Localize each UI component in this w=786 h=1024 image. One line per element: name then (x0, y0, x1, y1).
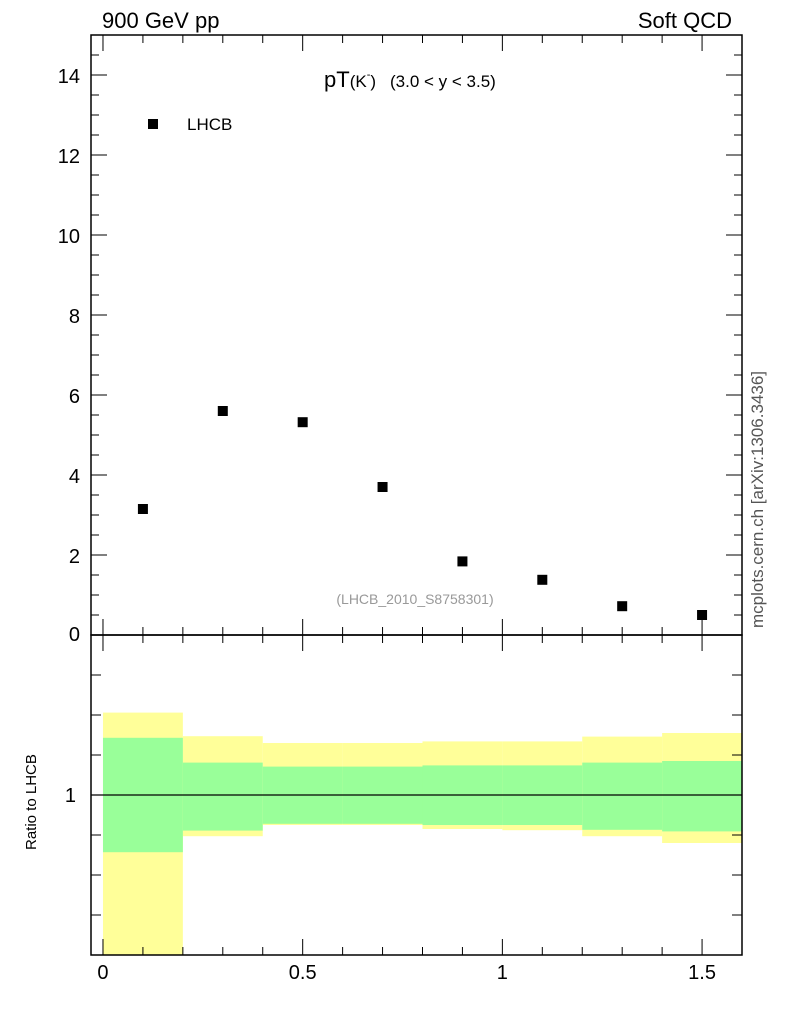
data-point (457, 556, 468, 567)
inner-band-bin (582, 762, 663, 830)
ratio-y-tick-labels: 1 (65, 785, 76, 807)
ratio-plot-panel: 1 0 0.5 1 1.5 Ratio to LHCB (23, 634, 743, 984)
ratio-y-tick-label: 1 (65, 785, 76, 807)
data-point (377, 482, 388, 492)
analysis-watermark: (LHCB_2010_S8758301) (336, 591, 493, 607)
x-tick-label: 0 (97, 962, 108, 984)
data-point (297, 417, 308, 428)
title-particle: (K (350, 72, 368, 91)
x-tick-labels: 0 0.5 1 1.5 (97, 962, 716, 984)
source-label: mcplots.cern.ch [arXiv:1306.3436] (748, 371, 767, 628)
x-tick-label: 1 (497, 962, 508, 984)
y-tick-label: 2 (69, 546, 80, 568)
x-tick-label: 1.5 (688, 962, 716, 984)
y-tick-label: 6 (69, 386, 80, 408)
y-tick-label: 12 (58, 146, 80, 168)
plot-title: pT(K-) (324, 67, 376, 92)
legend-marker (148, 119, 158, 129)
energy-label: 900 GeV pp (102, 8, 219, 33)
main-y-tick-labels: 0 2 4 6 8 10 12 14 (58, 66, 80, 646)
inner-band-bin (662, 761, 742, 832)
y-tick-label: 8 (69, 306, 80, 328)
data-point (537, 574, 548, 585)
title-close: ) (370, 72, 376, 91)
plot-rapidity-range: (3.0 < y < 3.5) (390, 72, 496, 91)
y-tick-label: 10 (58, 226, 80, 248)
data-point (137, 504, 148, 514)
main-plot-ticks (91, 34, 743, 636)
x-tick-label: 0.5 (289, 962, 317, 984)
y-tick-label: 14 (58, 66, 80, 88)
y-tick-label: 0 (69, 624, 80, 646)
category-label: Soft QCD (638, 8, 732, 33)
title-main: pT (324, 67, 350, 92)
ratio-plot-ticks (91, 634, 743, 956)
data-point (217, 406, 228, 416)
inner-band-bin (182, 762, 263, 831)
data-point (617, 601, 628, 612)
ratio-axis-label: Ratio to LHCB (23, 754, 40, 850)
legend-label: LHCB (187, 115, 232, 134)
title-superscript: - (367, 69, 371, 81)
ratio-bands (102, 712, 742, 955)
y-tick-label: 4 (69, 466, 80, 488)
data-points (137, 406, 708, 620)
data-point (697, 610, 708, 620)
